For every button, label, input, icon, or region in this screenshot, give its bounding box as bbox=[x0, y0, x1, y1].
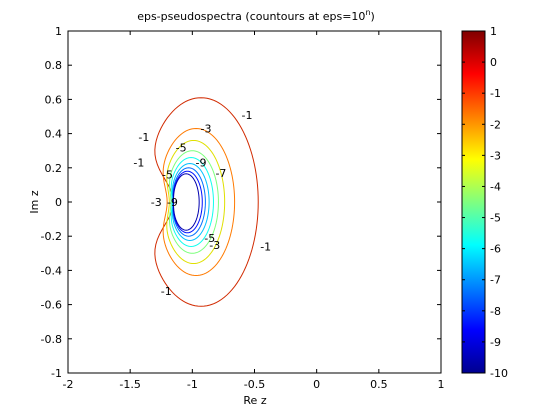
contour-line-level-9 bbox=[172, 173, 200, 231]
contour-line-level-3 bbox=[166, 139, 226, 265]
contour-label: -1 bbox=[260, 240, 271, 253]
contour-label: -5 bbox=[176, 141, 187, 154]
contour-label: -3 bbox=[209, 239, 220, 252]
contour-layer bbox=[154, 97, 259, 307]
contour-label: -9 bbox=[196, 157, 207, 170]
colorbar-tick-label: -9 bbox=[490, 336, 501, 349]
colorbar bbox=[461, 30, 486, 374]
contour-label: -1 bbox=[138, 131, 149, 144]
contour-label: -1 bbox=[242, 109, 253, 122]
y-tick-label: 0.2 bbox=[45, 162, 63, 175]
tick-layer: -2 -1.5 -1 -0.5 0 0.5 1 -1 -0.8 -0.6 -0.4 -0.2 0 0.2 0… bbox=[41, 25, 445, 391]
x-axis-label: Re z bbox=[243, 394, 266, 407]
y-tick-label: -0.4 bbox=[41, 264, 62, 277]
contour-line-level-4 bbox=[168, 150, 219, 254]
colorbar-tick-label: -5 bbox=[490, 212, 501, 225]
colorbar-tick-label: -6 bbox=[490, 243, 501, 256]
colorbar-tick-label: -7 bbox=[490, 274, 501, 287]
y-tick-label: -0.8 bbox=[41, 333, 62, 346]
y-tick-label: 0.8 bbox=[45, 59, 63, 72]
contour-label: -9 bbox=[167, 196, 178, 209]
y-tick-label: -0.2 bbox=[41, 230, 62, 243]
contour-line-level-5 bbox=[170, 157, 214, 247]
colorbar-tick-label: -2 bbox=[490, 118, 501, 131]
contour-line-level-2 bbox=[162, 127, 236, 277]
x-tick-label: -1 bbox=[187, 378, 198, 391]
x-tick-label: 1 bbox=[438, 378, 445, 391]
colorbar-tick-label: 0 bbox=[490, 56, 497, 69]
x-tick-label: -2 bbox=[63, 378, 74, 391]
contour-label: -3 bbox=[201, 122, 212, 135]
y-tick-label: 0 bbox=[55, 196, 62, 209]
x-tick-label: 0.5 bbox=[370, 378, 388, 391]
contour-label: -5 bbox=[162, 169, 173, 182]
colorbar-tick-label: -8 bbox=[490, 305, 501, 318]
y-tick-label: -1 bbox=[51, 367, 62, 380]
plot-area bbox=[67, 30, 442, 374]
y-tick-label: 0.6 bbox=[45, 93, 63, 106]
x-tick-label: -0.5 bbox=[244, 378, 265, 391]
contour-label: -1 bbox=[161, 285, 172, 298]
chart-title: eps-pseudospectra (countours at eps=10n) bbox=[137, 8, 375, 23]
y-axis-label: Im z bbox=[28, 190, 41, 213]
contour-label: -1 bbox=[133, 157, 144, 170]
x-tick-label: 0 bbox=[313, 378, 320, 391]
colorbar-tick-label: -3 bbox=[490, 149, 501, 162]
y-tick-label: -0.6 bbox=[41, 299, 62, 312]
y-tick-label: 0.4 bbox=[45, 128, 63, 141]
contour-label: -7 bbox=[215, 167, 226, 180]
x-tick-label: -1.5 bbox=[119, 378, 140, 391]
colorbar-ticks: -10-9-8-7-6-5-4-3-2-101 bbox=[462, 25, 508, 380]
colorbar-tick-label: -4 bbox=[490, 180, 501, 193]
y-tick-label: 1 bbox=[55, 25, 62, 38]
colorbar-tick-label: 1 bbox=[490, 25, 497, 38]
contour-label: -3 bbox=[151, 196, 162, 209]
contour-label-layer: -1-1-1-1-1-3-3-3-5-5-5-7-9-9 bbox=[133, 109, 271, 298]
colorbar-tick-label: -1 bbox=[490, 87, 501, 100]
colorbar-tick-label: -10 bbox=[490, 367, 508, 380]
contour-label: -5 bbox=[204, 232, 215, 245]
